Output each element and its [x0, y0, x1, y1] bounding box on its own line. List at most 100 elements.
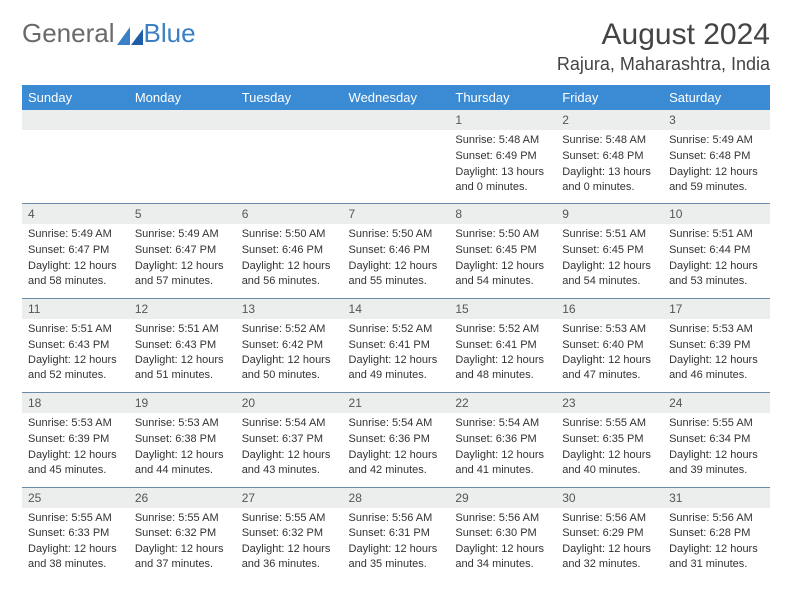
- daylight-text: Daylight: 12 hours and 38 minutes.: [28, 542, 123, 572]
- calendar-cell: 4Sunrise: 5:49 AMSunset: 6:47 PMDaylight…: [22, 204, 129, 298]
- calendar-cell: 22Sunrise: 5:54 AMSunset: 6:36 PMDayligh…: [449, 393, 556, 487]
- day-info: Sunrise: 5:55 AMSunset: 6:35 PMDaylight:…: [556, 413, 663, 486]
- sunset-text: Sunset: 6:39 PM: [669, 338, 764, 353]
- day-header: Wednesday: [343, 85, 450, 110]
- calendar-cell: 3Sunrise: 5:49 AMSunset: 6:48 PMDaylight…: [663, 110, 770, 204]
- daylight-text: Daylight: 12 hours and 34 minutes.: [455, 542, 550, 572]
- logo-sail-icon: [117, 21, 143, 39]
- daylight-text: Daylight: 12 hours and 54 minutes.: [562, 259, 657, 289]
- day-info: Sunrise: 5:49 AMSunset: 6:48 PMDaylight:…: [663, 130, 770, 203]
- sunset-text: Sunset: 6:28 PM: [669, 526, 764, 541]
- day-info: [343, 130, 450, 194]
- day-number: 28: [343, 488, 450, 508]
- day-number: 30: [556, 488, 663, 508]
- day-number: 25: [22, 488, 129, 508]
- sunrise-text: Sunrise: 5:55 AM: [28, 511, 123, 526]
- day-info: Sunrise: 5:49 AMSunset: 6:47 PMDaylight:…: [22, 224, 129, 297]
- calendar-cell: 15Sunrise: 5:52 AMSunset: 6:41 PMDayligh…: [449, 298, 556, 392]
- day-number: 4: [22, 204, 129, 224]
- sunrise-text: Sunrise: 5:52 AM: [455, 322, 550, 337]
- day-info: Sunrise: 5:51 AMSunset: 6:43 PMDaylight:…: [22, 319, 129, 392]
- calendar-week-row: 4Sunrise: 5:49 AMSunset: 6:47 PMDaylight…: [22, 204, 770, 298]
- day-info: Sunrise: 5:53 AMSunset: 6:38 PMDaylight:…: [129, 413, 236, 486]
- sunset-text: Sunset: 6:47 PM: [28, 243, 123, 258]
- calendar-cell: 12Sunrise: 5:51 AMSunset: 6:43 PMDayligh…: [129, 298, 236, 392]
- sunrise-text: Sunrise: 5:54 AM: [455, 416, 550, 431]
- day-header: Friday: [556, 85, 663, 110]
- day-number: 9: [556, 204, 663, 224]
- day-number: 26: [129, 488, 236, 508]
- daylight-text: Daylight: 12 hours and 37 minutes.: [135, 542, 230, 572]
- daylight-text: Daylight: 12 hours and 59 minutes.: [669, 165, 764, 195]
- calendar-cell: 7Sunrise: 5:50 AMSunset: 6:46 PMDaylight…: [343, 204, 450, 298]
- day-info: Sunrise: 5:53 AMSunset: 6:40 PMDaylight:…: [556, 319, 663, 392]
- daylight-text: Daylight: 12 hours and 42 minutes.: [349, 448, 444, 478]
- daylight-text: Daylight: 12 hours and 47 minutes.: [562, 353, 657, 383]
- sunset-text: Sunset: 6:29 PM: [562, 526, 657, 541]
- day-info: Sunrise: 5:55 AMSunset: 6:32 PMDaylight:…: [129, 508, 236, 581]
- day-number: 23: [556, 393, 663, 413]
- day-info: Sunrise: 5:52 AMSunset: 6:41 PMDaylight:…: [449, 319, 556, 392]
- calendar-cell: 17Sunrise: 5:53 AMSunset: 6:39 PMDayligh…: [663, 298, 770, 392]
- day-info: Sunrise: 5:56 AMSunset: 6:30 PMDaylight:…: [449, 508, 556, 581]
- day-number: [343, 110, 450, 130]
- calendar-cell: 30Sunrise: 5:56 AMSunset: 6:29 PMDayligh…: [556, 487, 663, 581]
- calendar-cell: 26Sunrise: 5:55 AMSunset: 6:32 PMDayligh…: [129, 487, 236, 581]
- day-info: Sunrise: 5:54 AMSunset: 6:37 PMDaylight:…: [236, 413, 343, 486]
- day-number: 15: [449, 299, 556, 319]
- day-number: 11: [22, 299, 129, 319]
- sunrise-text: Sunrise: 5:55 AM: [135, 511, 230, 526]
- calendar-cell: 29Sunrise: 5:56 AMSunset: 6:30 PMDayligh…: [449, 487, 556, 581]
- sunset-text: Sunset: 6:32 PM: [242, 526, 337, 541]
- calendar-cell: 27Sunrise: 5:55 AMSunset: 6:32 PMDayligh…: [236, 487, 343, 581]
- sunrise-text: Sunrise: 5:53 AM: [669, 322, 764, 337]
- calendar-cell: 18Sunrise: 5:53 AMSunset: 6:39 PMDayligh…: [22, 393, 129, 487]
- calendar-cell: 6Sunrise: 5:50 AMSunset: 6:46 PMDaylight…: [236, 204, 343, 298]
- sunrise-text: Sunrise: 5:48 AM: [562, 133, 657, 148]
- sunrise-text: Sunrise: 5:56 AM: [562, 511, 657, 526]
- daylight-text: Daylight: 12 hours and 35 minutes.: [349, 542, 444, 572]
- calendar-cell: 21Sunrise: 5:54 AMSunset: 6:36 PMDayligh…: [343, 393, 450, 487]
- sunset-text: Sunset: 6:34 PM: [669, 432, 764, 447]
- sunset-text: Sunset: 6:45 PM: [455, 243, 550, 258]
- calendar-cell: 24Sunrise: 5:55 AMSunset: 6:34 PMDayligh…: [663, 393, 770, 487]
- sunrise-text: Sunrise: 5:52 AM: [242, 322, 337, 337]
- day-info: Sunrise: 5:52 AMSunset: 6:41 PMDaylight:…: [343, 319, 450, 392]
- sunset-text: Sunset: 6:46 PM: [349, 243, 444, 258]
- calendar-cell: 1Sunrise: 5:48 AMSunset: 6:49 PMDaylight…: [449, 110, 556, 204]
- calendar-week-row: 11Sunrise: 5:51 AMSunset: 6:43 PMDayligh…: [22, 298, 770, 392]
- daylight-text: Daylight: 13 hours and 0 minutes.: [562, 165, 657, 195]
- day-info: Sunrise: 5:56 AMSunset: 6:31 PMDaylight:…: [343, 508, 450, 581]
- day-header-row: Sunday Monday Tuesday Wednesday Thursday…: [22, 85, 770, 110]
- day-header: Saturday: [663, 85, 770, 110]
- day-info: Sunrise: 5:52 AMSunset: 6:42 PMDaylight:…: [236, 319, 343, 392]
- calendar-cell: 10Sunrise: 5:51 AMSunset: 6:44 PMDayligh…: [663, 204, 770, 298]
- sunset-text: Sunset: 6:42 PM: [242, 338, 337, 353]
- sunset-text: Sunset: 6:49 PM: [455, 149, 550, 164]
- calendar-cell: 14Sunrise: 5:52 AMSunset: 6:41 PMDayligh…: [343, 298, 450, 392]
- day-number: 6: [236, 204, 343, 224]
- daylight-text: Daylight: 12 hours and 53 minutes.: [669, 259, 764, 289]
- day-number: 21: [343, 393, 450, 413]
- calendar-body: 1Sunrise: 5:48 AMSunset: 6:49 PMDaylight…: [22, 110, 770, 581]
- daylight-text: Daylight: 12 hours and 54 minutes.: [455, 259, 550, 289]
- calendar-cell: 19Sunrise: 5:53 AMSunset: 6:38 PMDayligh…: [129, 393, 236, 487]
- day-info: Sunrise: 5:55 AMSunset: 6:34 PMDaylight:…: [663, 413, 770, 486]
- sunrise-text: Sunrise: 5:50 AM: [349, 227, 444, 242]
- day-info: Sunrise: 5:54 AMSunset: 6:36 PMDaylight:…: [449, 413, 556, 486]
- day-info: Sunrise: 5:50 AMSunset: 6:46 PMDaylight:…: [236, 224, 343, 297]
- day-header: Monday: [129, 85, 236, 110]
- sunrise-text: Sunrise: 5:54 AM: [349, 416, 444, 431]
- day-info: Sunrise: 5:51 AMSunset: 6:44 PMDaylight:…: [663, 224, 770, 297]
- sunrise-text: Sunrise: 5:55 AM: [562, 416, 657, 431]
- calendar-cell: 5Sunrise: 5:49 AMSunset: 6:47 PMDaylight…: [129, 204, 236, 298]
- day-info: Sunrise: 5:48 AMSunset: 6:48 PMDaylight:…: [556, 130, 663, 203]
- daylight-text: Daylight: 12 hours and 45 minutes.: [28, 448, 123, 478]
- sunrise-text: Sunrise: 5:51 AM: [28, 322, 123, 337]
- title-block: August 2024 Rajura, Maharashtra, India: [557, 18, 770, 75]
- calendar-cell: 25Sunrise: 5:55 AMSunset: 6:33 PMDayligh…: [22, 487, 129, 581]
- calendar-cell: [343, 110, 450, 204]
- day-info: Sunrise: 5:50 AMSunset: 6:46 PMDaylight:…: [343, 224, 450, 297]
- calendar-cell: [22, 110, 129, 204]
- day-info: [129, 130, 236, 194]
